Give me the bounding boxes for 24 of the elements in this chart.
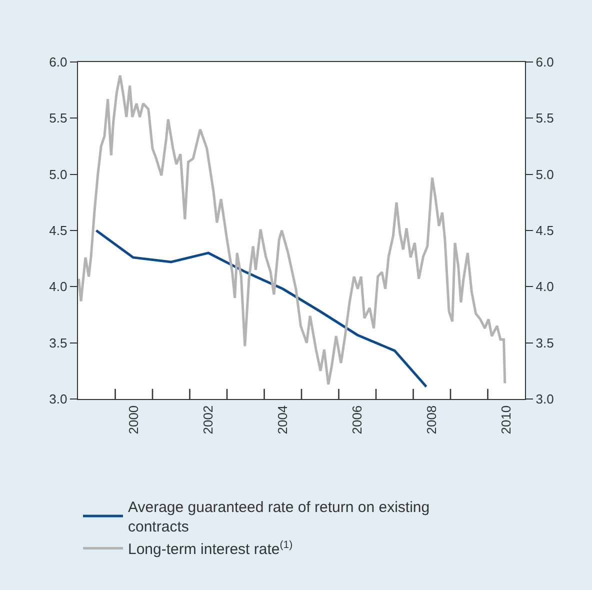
- y2-tick-label: 4.0: [536, 279, 554, 294]
- x-tick-label: 2006: [350, 405, 365, 434]
- x-tick-label: 2004: [275, 405, 290, 434]
- y-tick-label: 4.0: [49, 279, 68, 294]
- y2-tick-label: 3.0: [536, 392, 554, 407]
- legend-label: Long-term interest rate$^{(1)}$: [128, 538, 293, 558]
- x-tick-label: 2010: [498, 405, 514, 434]
- y2-tick-label: 6.0: [536, 54, 554, 70]
- y-tick-label: 6.0: [49, 54, 68, 70]
- x-tick-label: 2002: [200, 405, 216, 434]
- y-tick-label: 3.0: [49, 392, 68, 407]
- y2-tick-label: 5.5: [536, 110, 554, 126]
- x-tick-label: 2000: [126, 405, 142, 434]
- y2-tick-label: 4.5: [536, 223, 554, 238]
- y-tick-label: 5.0: [49, 166, 68, 182]
- line-series: [78, 74, 506, 386]
- y2-tick-label: 5.0: [536, 166, 554, 182]
- y2-tick-label: 3.5: [536, 335, 554, 350]
- y-tick-label: 5.5: [49, 110, 68, 126]
- y-tick-label: 3.5: [49, 335, 68, 350]
- x-tick-label: 2008: [424, 405, 440, 434]
- legend-label: Average guaranteed rate of return on existing contracts: [128, 499, 430, 536]
- y-tick-label: 4.5: [49, 223, 68, 238]
- line-series: [95, 229, 428, 388]
